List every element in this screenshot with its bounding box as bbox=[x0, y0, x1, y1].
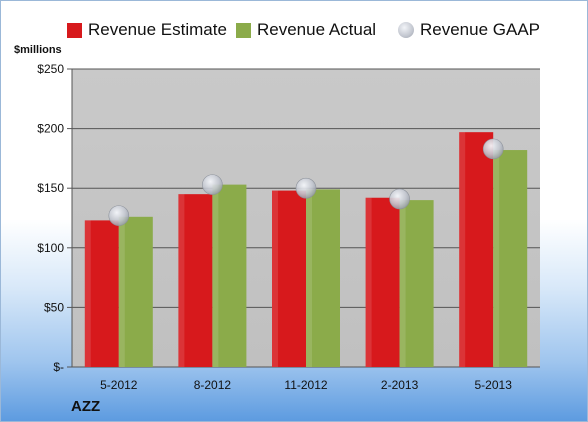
y-tick-label: $250 bbox=[37, 62, 64, 76]
y-tick-label: $50 bbox=[44, 300, 64, 314]
y-tick-label: $150 bbox=[37, 181, 64, 195]
legend-marker-gaap bbox=[398, 22, 414, 38]
bar-revenue-actual bbox=[212, 184, 247, 367]
legend-swatch-estimate bbox=[67, 22, 82, 38]
legend-label-estimate: Revenue Estimate bbox=[88, 20, 227, 39]
company-ticker: AZZ bbox=[71, 398, 101, 415]
bar-highlight bbox=[212, 184, 219, 367]
x-tick-label: 5-2013 bbox=[475, 378, 513, 392]
marker-revenue-gaap bbox=[202, 174, 223, 195]
marker-revenue-gaap bbox=[482, 138, 504, 160]
bar-revenue-estimate bbox=[459, 132, 494, 367]
bar-revenue-actual bbox=[493, 150, 528, 367]
bar-highlight bbox=[493, 150, 500, 367]
bar-revenue-estimate bbox=[84, 220, 119, 367]
legend-item-revenue-actual: Revenue Actual bbox=[236, 20, 376, 40]
marker-revenue-gaap bbox=[295, 177, 317, 199]
bar-revenue-estimate bbox=[178, 194, 213, 367]
bar-highlight bbox=[399, 200, 406, 367]
y-tick-label: $100 bbox=[37, 241, 64, 255]
x-tick-label: 8-2012 bbox=[194, 378, 232, 392]
bar-revenue-actual bbox=[399, 200, 434, 367]
bar-highlight bbox=[84, 220, 91, 367]
bar-highlight bbox=[272, 190, 278, 367]
y-tick-label: $- bbox=[53, 360, 64, 374]
x-tick-label: 2-2013 bbox=[381, 378, 419, 392]
bar-revenue-actual bbox=[306, 189, 340, 367]
bar-highlight bbox=[118, 216, 125, 367]
x-tick-label: 5-2012 bbox=[100, 378, 138, 392]
bar-revenue-estimate bbox=[365, 197, 400, 367]
bar-highlight bbox=[306, 189, 312, 367]
bar-revenue-actual bbox=[118, 216, 153, 367]
marker-revenue-gaap bbox=[108, 205, 130, 226]
bar-highlight bbox=[459, 132, 466, 367]
bar-highlight bbox=[365, 197, 372, 367]
y-tick-label: $200 bbox=[37, 122, 64, 136]
legend-label-gaap: Revenue GAAP bbox=[420, 20, 541, 39]
marker-revenue-gaap bbox=[389, 188, 410, 210]
bar-highlight bbox=[178, 194, 185, 367]
legend-item-revenue-estimate: Revenue Estimate bbox=[67, 20, 227, 40]
legend-label-actual: Revenue Actual bbox=[257, 20, 377, 39]
legend-item-revenue-gaap: Revenue GAAP bbox=[398, 20, 540, 40]
chart-legend: Revenue Estimate Revenue Actual Revenue … bbox=[1, 16, 587, 42]
x-tick-label: 11-2012 bbox=[284, 378, 327, 392]
bar-revenue-estimate bbox=[272, 190, 306, 367]
y-unit-label: $millions bbox=[14, 44, 62, 56]
legend-swatch-actual bbox=[236, 22, 251, 38]
